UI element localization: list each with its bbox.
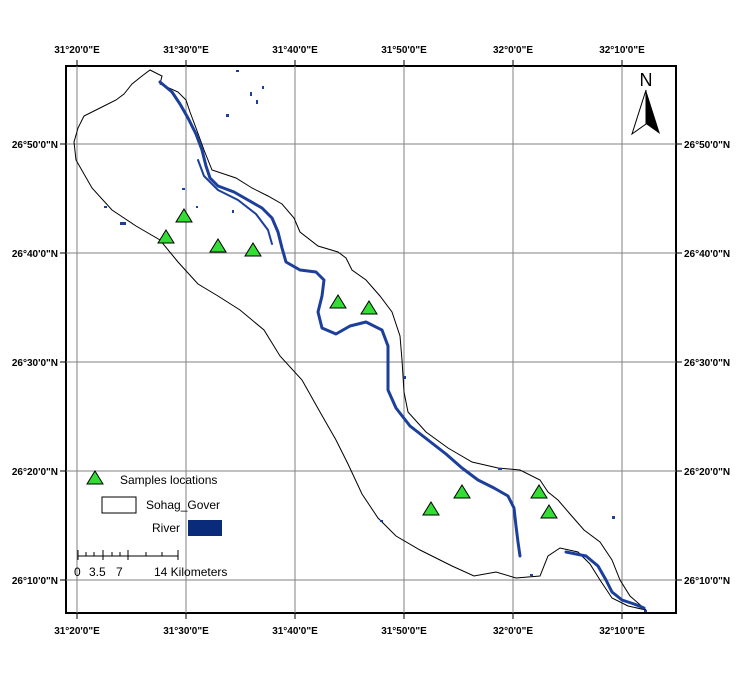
lon-label: 31°40'0"E bbox=[272, 626, 318, 637]
scale-label-0: 0 bbox=[74, 565, 81, 579]
lat-label: 26°20'0"N bbox=[684, 467, 730, 478]
lat-label: 26°40'0"N bbox=[684, 249, 730, 260]
lon-labels-top: 31°20'0"E 31°30'0"E 31°40'0"E 31°50'0"E … bbox=[54, 45, 645, 56]
lon-labels-bottom: 31°20'0"E 31°30'0"E 31°40'0"E 31°50'0"E … bbox=[54, 626, 645, 637]
scale-bar bbox=[77, 550, 179, 560]
sample-locations bbox=[157, 208, 558, 519]
lat-label: 26°50'0"N bbox=[684, 140, 730, 151]
river-branch bbox=[197, 159, 273, 245]
lon-label: 31°30'0"E bbox=[163, 626, 209, 637]
sample-marker bbox=[157, 229, 175, 244]
lon-label: 32°10'0"E bbox=[599, 45, 645, 56]
lon-label: 32°0'0"E bbox=[493, 626, 533, 637]
lat-label: 26°50'0"N bbox=[12, 140, 58, 151]
scale-label-14: 14 Kilometers bbox=[154, 565, 227, 579]
river-south bbox=[564, 550, 646, 610]
legend-river-label: River bbox=[152, 521, 180, 535]
river-main bbox=[158, 80, 522, 558]
lat-labels-right: 26°50'0"N 26°40'0"N 26°30'0"N 26°20'0"N … bbox=[684, 140, 730, 587]
north-arrow-outline bbox=[631, 89, 647, 136]
lon-label: 32°0'0"E bbox=[493, 45, 533, 56]
lat-label: 26°20'0"N bbox=[12, 467, 58, 478]
north-arrow-icon bbox=[646, 90, 660, 134]
scale-labels: 0 3.5 7 14 Kilometers bbox=[74, 565, 227, 579]
scale-label-7: 7 bbox=[116, 565, 123, 579]
legend-samples-label: Samples locations bbox=[120, 473, 217, 487]
water-specks bbox=[104, 70, 647, 612]
lat-label: 26°40'0"N bbox=[12, 249, 58, 260]
legend-river-symbol bbox=[188, 520, 222, 536]
lon-label: 31°50'0"E bbox=[381, 45, 427, 56]
sample-marker bbox=[244, 242, 262, 257]
legend-sample-symbol bbox=[86, 470, 104, 485]
graticule bbox=[66, 66, 676, 613]
sample-marker bbox=[209, 238, 227, 253]
legend-boundary-label: Sohag_Gover bbox=[146, 498, 220, 512]
lon-label: 31°20'0"E bbox=[54, 626, 100, 637]
lon-label: 31°20'0"E bbox=[54, 45, 100, 56]
sample-marker bbox=[329, 294, 347, 309]
lon-label: 31°50'0"E bbox=[381, 626, 427, 637]
map-frame bbox=[65, 65, 677, 614]
lat-label: 26°30'0"N bbox=[684, 358, 730, 369]
sample-marker bbox=[453, 484, 471, 499]
lon-label: 32°10'0"E bbox=[599, 626, 645, 637]
lat-label: 26°10'0"N bbox=[12, 576, 58, 587]
north-label: N bbox=[640, 70, 653, 90]
sample-marker bbox=[360, 300, 378, 315]
sample-marker bbox=[540, 504, 558, 519]
lon-label: 31°30'0"E bbox=[163, 45, 209, 56]
sample-marker bbox=[175, 208, 193, 223]
sample-marker bbox=[530, 484, 548, 499]
legend-boundary-symbol bbox=[101, 496, 137, 514]
sample-marker bbox=[422, 501, 440, 516]
lat-label: 26°10'0"N bbox=[684, 576, 730, 587]
legend: Samples locations Sohag_Gover River bbox=[86, 470, 222, 536]
scale-label-3-5: 3.5 bbox=[89, 565, 106, 579]
river-nile bbox=[158, 80, 646, 610]
lat-labels-left: 26°50'0"N 26°40'0"N 26°30'0"N 26°20'0"N … bbox=[12, 140, 58, 587]
frame-ticks bbox=[60, 60, 682, 619]
lat-label: 26°30'0"N bbox=[12, 358, 58, 369]
lon-label: 31°40'0"E bbox=[272, 45, 318, 56]
north-arrow: N bbox=[631, 70, 660, 136]
